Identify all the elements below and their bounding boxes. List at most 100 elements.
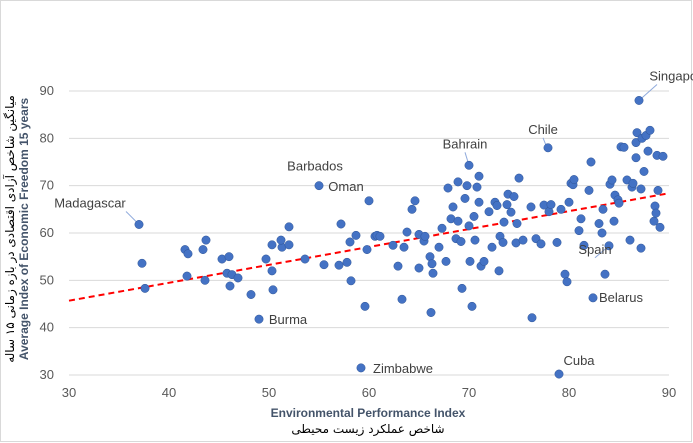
annotation-label: Belarus (599, 290, 644, 305)
data-point (428, 268, 438, 278)
data-point (584, 185, 594, 195)
data-point (201, 235, 211, 245)
x-tick-label: 40 (162, 385, 176, 400)
annotation-label: Oman (328, 179, 363, 194)
data-point (453, 216, 463, 226)
data-point (268, 285, 278, 295)
data-point (619, 142, 629, 152)
data-point (632, 128, 642, 138)
data-point (224, 252, 234, 262)
data-point (512, 219, 522, 228)
data-point (484, 207, 494, 217)
data-point (576, 214, 586, 224)
data-point (543, 143, 553, 153)
y-axis-title-fa: میانگین شاخص آزادی اقتصادی در بازه زمانی… (2, 95, 18, 363)
data-point (464, 221, 474, 231)
y-tick-label: 50 (40, 272, 54, 287)
data-point (604, 241, 614, 251)
data-point (267, 240, 277, 250)
data-point (579, 240, 589, 250)
data-point (254, 314, 264, 324)
data-point (552, 238, 562, 247)
annotation-label: Chile (528, 122, 558, 137)
annotation-label: Cuba (563, 353, 595, 368)
data-point (364, 196, 374, 206)
data-point (465, 256, 475, 266)
data-point (362, 245, 372, 255)
annotation-label: Barbados (287, 159, 343, 174)
data-point (443, 183, 453, 193)
annotation-label: Zimbabwe (373, 361, 433, 376)
data-point (494, 266, 504, 276)
data-point (437, 223, 447, 233)
annotation-label: Spain (578, 242, 611, 257)
data-point (360, 301, 370, 311)
data-point (514, 173, 524, 183)
data-point (643, 146, 653, 156)
data-point (502, 200, 512, 210)
data-point (460, 193, 470, 203)
data-point (448, 202, 458, 212)
annotation-label: Singapore (649, 68, 693, 83)
data-point (645, 125, 655, 135)
y-axis-title: Average Index of Economic Freedom 15 yea… (17, 98, 31, 361)
data-point (319, 260, 329, 270)
data-point (182, 271, 192, 281)
data-point (636, 184, 646, 194)
data-point (456, 237, 466, 246)
x-tick-label: 70 (462, 385, 476, 400)
data-point (588, 293, 598, 303)
data-point (464, 160, 474, 170)
data-point (564, 197, 574, 207)
data-point (554, 369, 564, 379)
data-point (651, 208, 661, 218)
data-point (631, 138, 641, 148)
data-point (598, 204, 608, 214)
data-point (375, 231, 385, 241)
data-point (233, 273, 243, 283)
data-point (399, 242, 409, 252)
data-point (388, 240, 398, 250)
data-point (631, 153, 641, 163)
data-point (607, 175, 617, 185)
data-point (469, 211, 479, 221)
data-point (345, 237, 355, 247)
data-point (453, 177, 463, 187)
data-point (441, 256, 451, 266)
data-point (653, 185, 663, 195)
data-point (655, 222, 665, 232)
data-point (526, 202, 536, 212)
annotation-label: Madagascar (54, 195, 126, 210)
data-point (284, 240, 294, 250)
x-tick-label: 60 (362, 385, 376, 400)
data-point (434, 242, 444, 252)
y-tick-label: 80 (40, 130, 54, 145)
data-point (636, 243, 646, 253)
annotation-label: Burma (269, 312, 308, 327)
data-point (134, 220, 144, 229)
data-point (658, 151, 668, 161)
data-point (462, 181, 472, 191)
data-point (634, 96, 644, 105)
data-point (342, 257, 352, 267)
data-point (427, 259, 437, 269)
x-tick-label: 90 (662, 385, 676, 400)
data-point (506, 207, 516, 217)
data-point (562, 277, 572, 287)
data-point (402, 227, 412, 237)
data-point (314, 181, 324, 191)
data-point (625, 235, 635, 245)
data-point (183, 249, 193, 259)
data-point (527, 313, 537, 323)
data-point (346, 276, 356, 286)
data-point (472, 182, 482, 192)
data-point (137, 258, 147, 268)
data-point (586, 157, 596, 167)
data-point (569, 175, 579, 184)
y-tick-label: 30 (40, 367, 54, 382)
data-point (499, 217, 509, 227)
data-point (492, 201, 502, 210)
data-point (267, 266, 277, 276)
